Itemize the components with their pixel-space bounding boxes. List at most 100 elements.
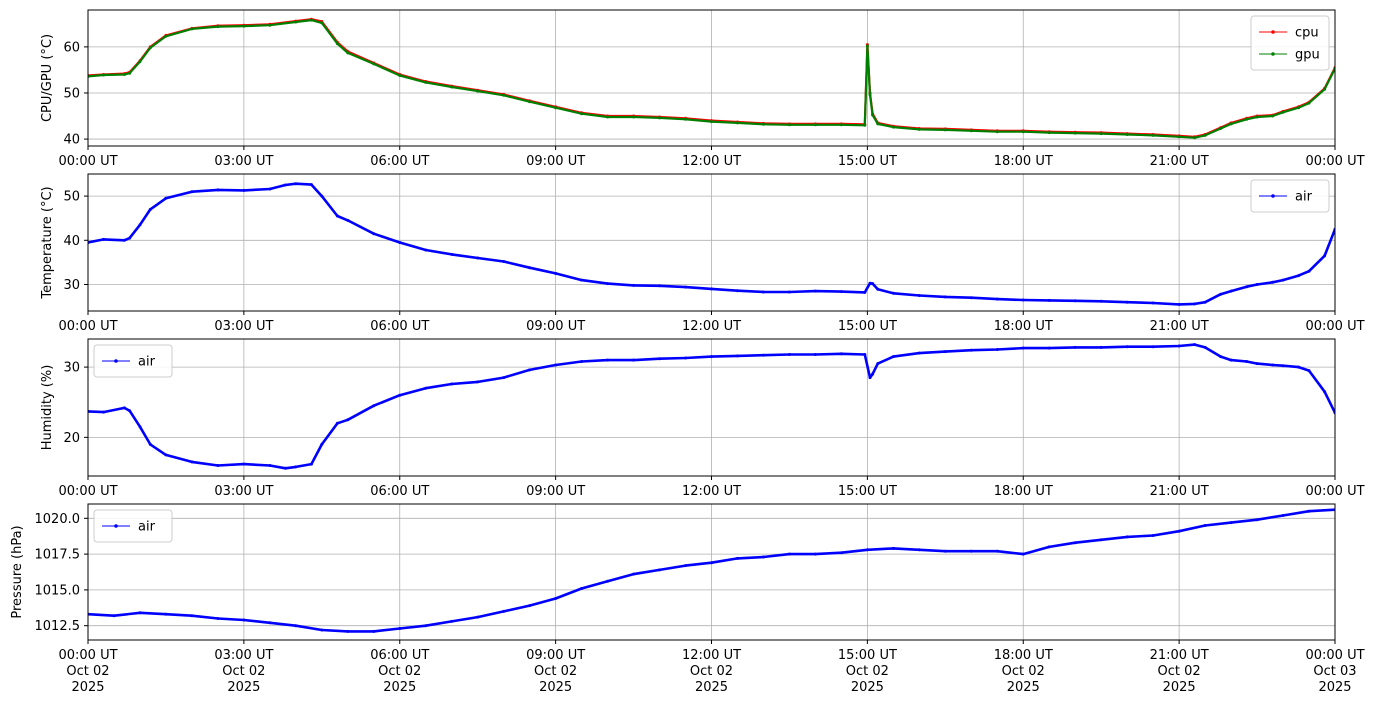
data-point — [876, 122, 880, 126]
data-point — [1099, 132, 1103, 136]
x-tick-label: 06:00 UT — [370, 484, 429, 499]
data-point — [813, 289, 817, 293]
data-point — [1125, 345, 1129, 349]
x-tick-label: 15:00 UT — [838, 484, 897, 499]
data-point — [1151, 534, 1155, 537]
series-air — [88, 508, 1335, 633]
x-tick-label: 18:00 UT — [994, 319, 1053, 334]
data-point — [320, 628, 324, 632]
y-tick-label: 40 — [63, 133, 80, 148]
data-point — [216, 464, 220, 467]
legend-label-cpu: cpu — [1295, 26, 1319, 41]
data-point — [658, 568, 661, 572]
data-point — [891, 546, 895, 550]
data-point — [554, 363, 558, 367]
data-point — [320, 194, 324, 198]
data-point — [283, 466, 287, 470]
legend-box — [1250, 15, 1330, 71]
data-point — [476, 89, 480, 93]
data-point — [1125, 133, 1129, 136]
data-point — [1219, 127, 1223, 130]
legend: cpu gpu — [1250, 15, 1330, 71]
data-point — [309, 183, 313, 187]
data-point — [658, 357, 661, 361]
data-point — [450, 619, 454, 623]
data-point — [148, 207, 152, 211]
data-point — [943, 295, 947, 299]
data-point — [871, 113, 875, 117]
data-point — [1281, 514, 1285, 517]
data-point — [1229, 358, 1233, 362]
data-point — [580, 587, 584, 590]
data-point — [762, 122, 765, 126]
data-point — [398, 393, 402, 397]
data-point — [294, 465, 298, 469]
data-point — [787, 552, 791, 556]
data-point — [1219, 355, 1223, 359]
data-point — [1219, 292, 1223, 296]
legend-box — [1250, 179, 1330, 213]
data-point — [216, 188, 220, 192]
data-point — [138, 611, 142, 615]
data-point — [606, 282, 610, 286]
data-point — [865, 548, 869, 552]
data-point — [1073, 541, 1077, 545]
data-point — [1073, 345, 1077, 349]
data-point — [1021, 130, 1025, 134]
data-point — [450, 252, 454, 256]
data-point — [1125, 535, 1129, 539]
data-point — [1229, 289, 1233, 293]
y-axis-label: Temperature (°C) — [40, 186, 55, 299]
x-tick-label: Oct 02 — [222, 664, 265, 679]
data-point — [995, 348, 999, 351]
data-point — [1271, 363, 1275, 367]
data-point — [1099, 345, 1103, 349]
data-point — [762, 353, 765, 357]
data-point — [242, 24, 246, 28]
data-point — [424, 80, 428, 84]
data-point — [372, 404, 376, 408]
data-point — [335, 42, 339, 46]
data-point — [1047, 346, 1051, 350]
data-point — [309, 18, 313, 22]
data-point — [1281, 364, 1285, 368]
chart-panel-2: 00:00 UT 03:00 UT 06:00 UT 09:00 UT 12:00 UT… — [40, 338, 1365, 499]
legend-box — [93, 344, 173, 378]
data-point — [1307, 269, 1311, 273]
y-tick-label: 60 — [63, 40, 80, 55]
data-point — [1047, 298, 1051, 302]
data-point — [969, 549, 973, 553]
data-point — [528, 266, 532, 270]
data-point — [1151, 345, 1155, 349]
data-point — [346, 418, 350, 422]
data-point — [658, 284, 661, 288]
x-tick-label: 2025 — [71, 680, 104, 695]
data-point — [917, 127, 921, 131]
x-tick-label: 00:00 UT — [1305, 319, 1364, 334]
x-tick-label: 06:00 UT — [370, 648, 429, 663]
data-point — [346, 218, 350, 222]
data-point — [1073, 299, 1077, 303]
data-point — [242, 462, 246, 466]
data-point — [863, 123, 867, 127]
data-point — [917, 351, 921, 355]
data-point — [1177, 529, 1181, 533]
data-point — [1021, 346, 1025, 350]
data-point — [871, 372, 875, 376]
data-point — [335, 421, 339, 425]
data-point — [554, 597, 558, 600]
legend-marker — [114, 524, 118, 528]
data-point — [1323, 390, 1327, 394]
y-tick-label: 20 — [63, 431, 80, 446]
data-point — [309, 462, 313, 466]
y-tick-label: 1017.5 — [35, 548, 81, 563]
data-point — [242, 618, 246, 622]
data-point — [528, 368, 532, 372]
legend-marker — [1271, 194, 1275, 198]
data-point — [684, 285, 687, 289]
legend-marker — [114, 359, 118, 363]
x-tick-label: 00:00 UT — [58, 154, 117, 169]
data-point — [865, 44, 869, 48]
